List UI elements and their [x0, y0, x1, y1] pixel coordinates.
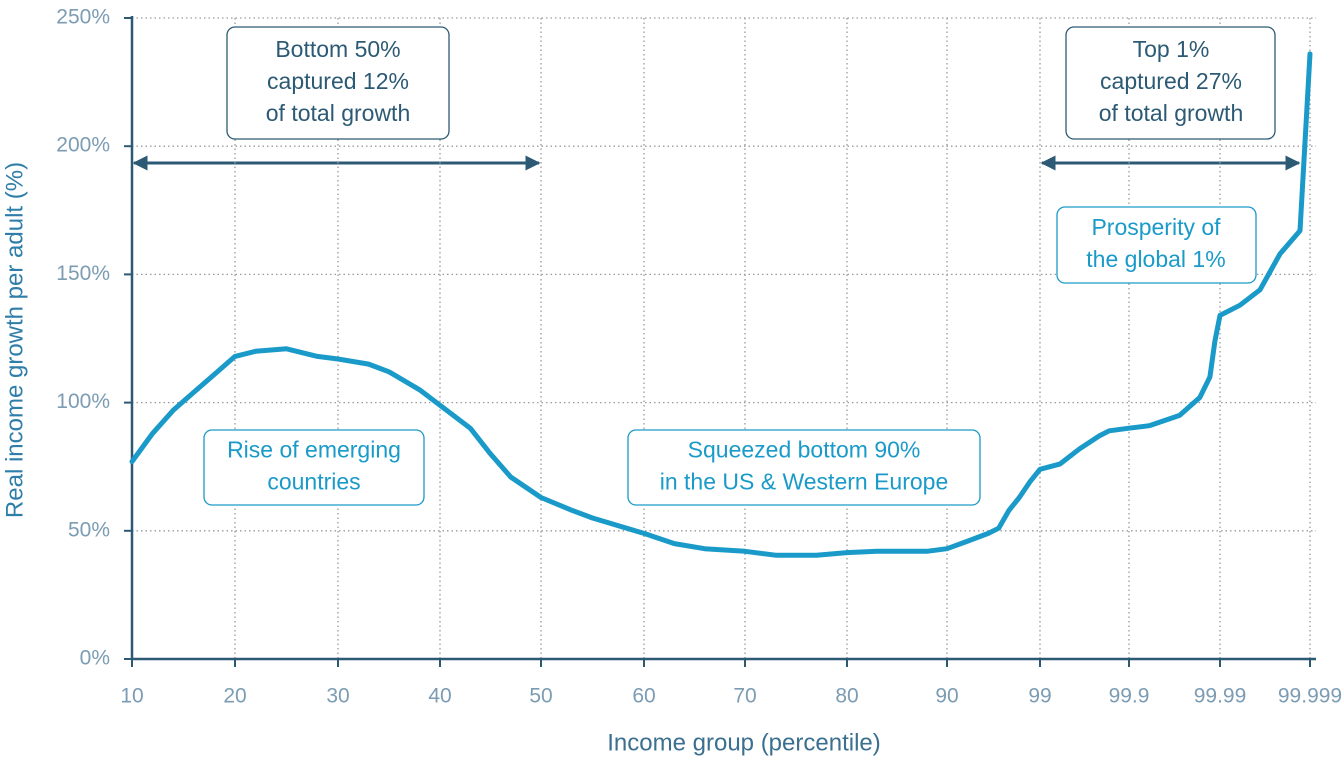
annotation-text: countries [267, 469, 360, 495]
y-tick-label: 100% [56, 390, 110, 413]
x-tick-label: 30 [326, 685, 349, 708]
x-tick-label: 99 [1028, 685, 1051, 708]
x-tick-label: 70 [733, 685, 756, 708]
y-tick-label: 0% [80, 647, 110, 670]
annotation-text: Rise of emerging [227, 437, 401, 463]
x-tick-label: 20 [223, 685, 246, 708]
x-tick-label: 50 [529, 685, 552, 708]
x-tick-label: 99.9 [1109, 685, 1150, 708]
x-tick-label: 40 [428, 685, 451, 708]
y-tick-label: 150% [56, 262, 110, 285]
annotation-box [627, 429, 981, 506]
annotation-text: of total growth [266, 100, 410, 126]
x-tick-label: 99.999 [1278, 685, 1342, 708]
x-tick-label: 80 [835, 685, 858, 708]
annotation-text: Prosperity of [1091, 214, 1221, 240]
data-line [129, 51, 1313, 558]
annotation-box [1065, 26, 1276, 140]
annotation-text: Top 1% [1133, 36, 1210, 62]
x-tick-label: 60 [632, 685, 655, 708]
annotation-text: the global 1% [1086, 246, 1225, 272]
y-tick-label: 200% [56, 134, 110, 157]
annotation-box [226, 26, 450, 140]
y-axis-title: Real income growth per adult (%) [1, 162, 28, 518]
annotation-box [1056, 206, 1257, 284]
annotation-box [203, 429, 425, 506]
y-tick-label: 250% [56, 6, 110, 29]
x-axis-title: Income group (percentile) [607, 729, 880, 756]
annotation-text: Squeezed bottom 90% [688, 437, 921, 463]
annotation-text: Bottom 50% [275, 36, 400, 62]
annotation-text: of total growth [1099, 100, 1243, 126]
annotation-text: captured 27% [1100, 68, 1242, 94]
y-tick-label: 50% [68, 518, 110, 541]
x-tick-label: 90 [935, 685, 958, 708]
annotation-text: in the US & Western Europe [660, 469, 949, 495]
x-tick-label: 10 [120, 685, 143, 708]
x-tick-label: 99.99 [1194, 685, 1247, 708]
annotation-text: captured 12% [267, 68, 409, 94]
